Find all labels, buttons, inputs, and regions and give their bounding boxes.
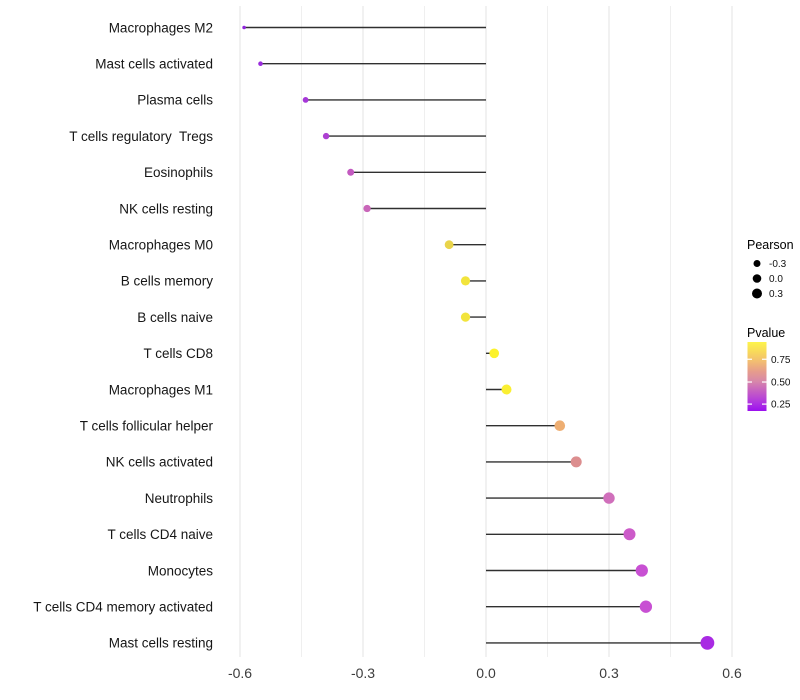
rows-layer: Macrophages M2 Mast cells activated Plasma…: [33, 20, 715, 651]
lollipop-dot: [570, 456, 582, 468]
colorbar-tick-label: 0.25: [771, 400, 791, 411]
category-label: Mast cells activated: [95, 57, 213, 72]
legend-pearson-title: Pearson: [747, 238, 794, 252]
lollipop-dot: [258, 61, 263, 66]
category-label: Neutrophils: [145, 491, 214, 506]
legend-size-label: 0.3: [769, 289, 783, 300]
x-axis-labels: -0.6 -0.3 0.0 0.3 0.6: [228, 665, 742, 681]
colorbar-tick-label: 0.75: [771, 355, 791, 366]
category-label: T cells CD4 naive: [107, 527, 213, 542]
lollipop-dot: [635, 564, 648, 577]
category-label: T cells CD8: [143, 346, 213, 361]
legend-size-dot: [752, 274, 762, 283]
lollipop-dot: [347, 168, 355, 176]
category-label: NK cells resting: [119, 201, 213, 216]
lollipop-dot: [623, 528, 636, 541]
x-tick-label: 0.6: [722, 665, 742, 681]
legend-pvalue-ticks: 0.75 0.50 0.25: [747, 355, 791, 411]
category-label: T cells CD4 memory activated: [33, 600, 213, 615]
legend-size-dot: [752, 288, 762, 299]
lollipop-dot: [603, 492, 615, 504]
colorbar-tick-label: 0.50: [771, 378, 791, 389]
lollipop-dot: [460, 312, 471, 322]
gridlines-layer: [239, 6, 733, 657]
lollipop-dot: [363, 204, 371, 213]
category-label: T cells follicular helper: [80, 419, 214, 434]
legend-size-label: -0.3: [769, 259, 787, 270]
x-tick-label: -0.6: [228, 665, 252, 681]
category-label: Macrophages M1: [109, 382, 213, 397]
lollipop-dot: [639, 600, 653, 613]
category-label: B cells naive: [137, 310, 213, 325]
lollipop-dot: [322, 132, 330, 140]
legend-pearson-entries: -0.3 0.0 0.3: [752, 259, 787, 300]
lollipop-dot: [489, 348, 500, 359]
lollipop-dot: [242, 25, 246, 30]
legend-pearson: Pearson -0.3 0.0 0.3: [747, 238, 794, 300]
lollipop-dot: [501, 384, 512, 395]
x-tick-label: 0.3: [599, 665, 619, 681]
category-label: Macrophages M0: [109, 238, 213, 253]
legend-size-dot: [753, 260, 761, 267]
lollipop-dot: [700, 636, 715, 650]
category-label: Monocytes: [148, 563, 214, 578]
category-label: Macrophages M2: [109, 20, 213, 35]
legend-pvalue-title: Pvalue: [747, 326, 785, 340]
category-label: NK cells activated: [106, 455, 213, 470]
lollipop-dot: [444, 240, 454, 250]
category-label: Plasma cells: [137, 93, 213, 108]
lollipop-dot: [460, 276, 471, 286]
x-tick-label: 0.0: [476, 665, 496, 681]
legend-pvalue: Pvalue 0.75 0.50 0.25: [747, 326, 791, 411]
x-tick-label: -0.3: [351, 665, 375, 681]
category-label: T cells regulatory Tregs: [69, 129, 213, 144]
category-label: B cells memory: [121, 274, 214, 289]
category-label: Eosinophils: [144, 165, 213, 180]
lollipop-dot: [554, 420, 566, 432]
lollipop-dot: [302, 97, 309, 103]
category-label: Mast cells resting: [109, 636, 213, 651]
legend-size-label: 0.0: [769, 274, 783, 285]
pvalue-colorbar: [747, 342, 767, 411]
